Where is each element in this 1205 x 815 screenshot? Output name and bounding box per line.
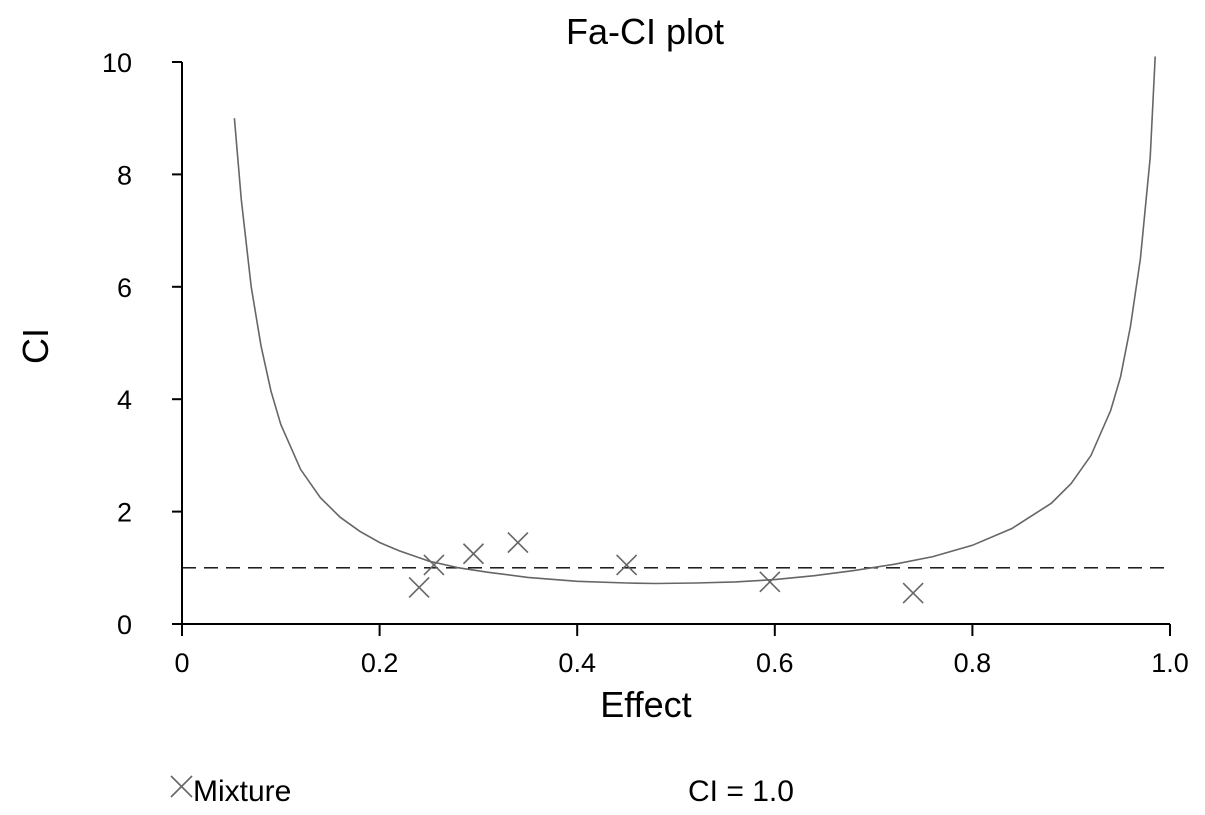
mixture-point bbox=[423, 554, 445, 576]
legend: Mixture CI = 1.0 bbox=[170, 775, 794, 808]
legend-label-reference: CI = 1.0 bbox=[688, 775, 794, 808]
x-tick-label: 0.8 bbox=[954, 648, 992, 678]
x-tick-label: 0 bbox=[174, 648, 189, 678]
y-tick-label: 6 bbox=[117, 273, 132, 303]
legend-label-mixture: Mixture bbox=[193, 775, 291, 808]
mixture-point bbox=[616, 554, 638, 576]
y-tick-label: 10 bbox=[102, 48, 132, 78]
x-tick-label: 1.0 bbox=[1151, 648, 1189, 678]
y-tick-label: 4 bbox=[117, 385, 132, 415]
y-axis-label: CI bbox=[15, 328, 56, 364]
y-tick-label: 8 bbox=[117, 160, 132, 190]
x-tick-label: 0.2 bbox=[361, 648, 399, 678]
mixture-point bbox=[507, 531, 529, 554]
y-tick-label: 0 bbox=[117, 610, 132, 640]
y-tick-label: 2 bbox=[117, 498, 132, 528]
legend-marker-mixture bbox=[170, 775, 193, 798]
chart-title: Fa-CI plot bbox=[566, 11, 724, 52]
x-tick-label: 0.6 bbox=[756, 648, 794, 678]
mixture-point bbox=[759, 571, 781, 593]
mixture-point bbox=[408, 576, 430, 599]
plot-area: 0 2 4 6 8 10 0 0.2 0.4 0.6 0.8 1.0 bbox=[102, 48, 1189, 678]
mixture-point bbox=[462, 543, 485, 565]
mixture-point bbox=[902, 582, 924, 604]
x-tick-label: 0.4 bbox=[558, 648, 596, 678]
x-axis-label: Effect bbox=[600, 684, 691, 725]
fa-ci-curve bbox=[233, 56, 1156, 585]
